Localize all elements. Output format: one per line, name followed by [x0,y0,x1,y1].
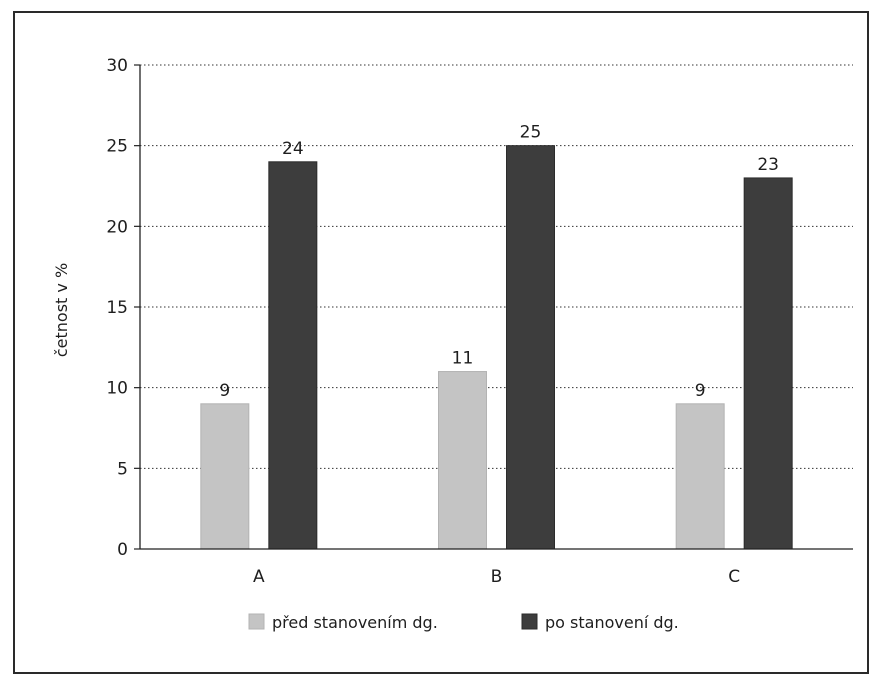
y-tick-label: 15 [106,298,128,318]
legend-swatch [521,613,538,630]
legend-label: před stanovením dg. [272,613,438,632]
legend: před stanovením dg. po stanovení dg. [248,613,679,632]
y-axis-title: četnost v % [52,263,71,357]
data-labels: 9 24 11 25 9 23 [219,123,779,401]
y-tick-label: 5 [117,459,128,479]
chart-frame [13,11,869,674]
x-tick-label: C [728,567,740,587]
data-label: 9 [695,381,706,401]
x-tick-label: A [253,567,265,587]
y-tick-label: 10 [106,379,128,399]
x-axis: A B C [140,548,853,587]
bar [506,145,555,550]
bars [200,145,793,550]
bar [675,403,725,550]
data-label: 11 [452,349,474,369]
gridlines [140,64,853,469]
bar [438,371,487,550]
bar [268,161,318,550]
x-tick-label: B [491,567,503,587]
y-tick-label: 0 [117,540,128,560]
bar [200,403,250,550]
legend-swatch [248,613,265,630]
y-tick-label: 30 [106,56,128,76]
y-tick-label: 20 [106,217,128,237]
data-label: 9 [219,381,230,401]
y-axis: 0 5 10 15 20 25 30 [106,56,141,560]
data-label: 24 [282,139,304,159]
data-label: 25 [520,123,542,143]
bar [743,177,793,550]
data-label: 23 [757,155,779,175]
legend-label: po stanovení dg. [545,613,679,632]
y-tick-label: 25 [106,137,128,157]
